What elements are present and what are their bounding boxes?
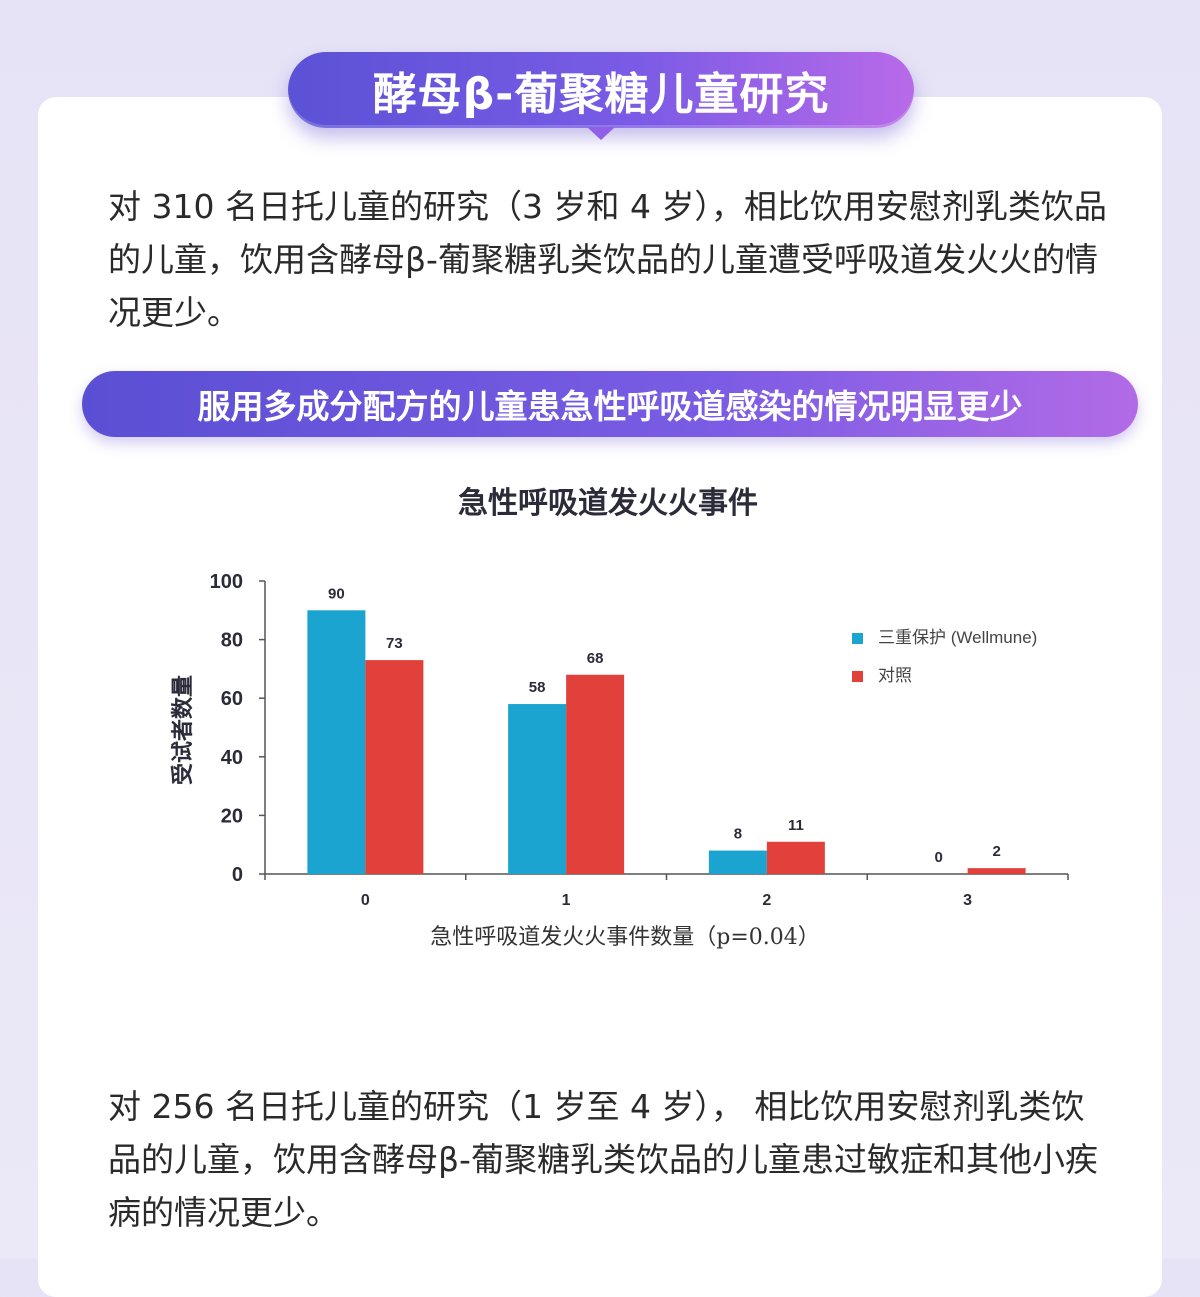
bar-wellmune xyxy=(708,850,767,874)
x-axis-label: 急性呼吸道发火火事件数量（p=0.04） xyxy=(430,925,820,950)
y-axis: 0 20 40 60 80 100 xyxy=(210,571,266,886)
bar-control xyxy=(566,674,625,874)
data-label: 68 xyxy=(587,650,604,667)
title-badge: 酵母β-葡聚糖儿童研究 xyxy=(288,52,914,140)
legend-swatch xyxy=(852,671,863,682)
study-310-paragraph: 对 310 名日托儿童的研究（3 岁和 4 岁），相比饮用安慰剂乳类饮品的儿童，… xyxy=(108,187,1107,332)
data-label: 11 xyxy=(788,817,804,834)
chart-title: 急性呼吸道发火火事件 xyxy=(458,487,758,520)
legend: 三重保护 (Wellmune) 对照 xyxy=(852,628,1037,685)
y-tick-label: 60 xyxy=(221,688,243,710)
page-title: 酵母β-葡聚糖儿童研究 xyxy=(372,69,830,120)
findings-banner-text: 服用多成分配方的儿童患急性呼吸道感染的情况明显更少 xyxy=(197,387,1023,426)
y-tick-label: 0 xyxy=(232,864,243,886)
legend-label: 对照 xyxy=(878,666,912,685)
legend-label: 三重保护 (Wellmune) xyxy=(878,628,1037,647)
findings-banner: 服用多成分配方的儿童患急性呼吸道感染的情况明显更少 xyxy=(82,371,1138,437)
y-tick-label: 100 xyxy=(210,571,243,593)
x-axis: 0 1 2 3 xyxy=(264,873,1069,909)
x-tick-label: 2 xyxy=(762,892,771,909)
x-tick-label: 0 xyxy=(361,892,370,909)
data-label: 2 xyxy=(992,843,1000,860)
bars: 90 73 58 68 8 11 0 2 xyxy=(307,585,1026,874)
data-label: 8 xyxy=(734,826,742,843)
y-axis-label: 受试者数量 xyxy=(170,675,195,785)
legend-swatch xyxy=(852,633,863,644)
data-label: 0 xyxy=(934,849,942,866)
bar-control xyxy=(967,868,1026,874)
y-tick-label: 20 xyxy=(221,805,243,827)
data-label: 90 xyxy=(328,585,345,602)
y-tick-label: 80 xyxy=(221,630,243,652)
bar-control xyxy=(365,660,424,874)
x-tick-label: 3 xyxy=(963,892,972,909)
data-label: 58 xyxy=(529,679,546,696)
data-label: 73 xyxy=(386,635,403,652)
bar-wellmune xyxy=(508,704,567,874)
bar-wellmune xyxy=(307,610,366,874)
y-tick-label: 40 xyxy=(221,747,243,769)
x-tick-label: 1 xyxy=(562,892,571,909)
bar-control xyxy=(766,841,825,874)
study-256-paragraph: 对 256 名日托儿童的研究（1 岁至 4 岁）， 相比饮用安慰剂乳类饮品的儿童… xyxy=(108,1087,1098,1232)
